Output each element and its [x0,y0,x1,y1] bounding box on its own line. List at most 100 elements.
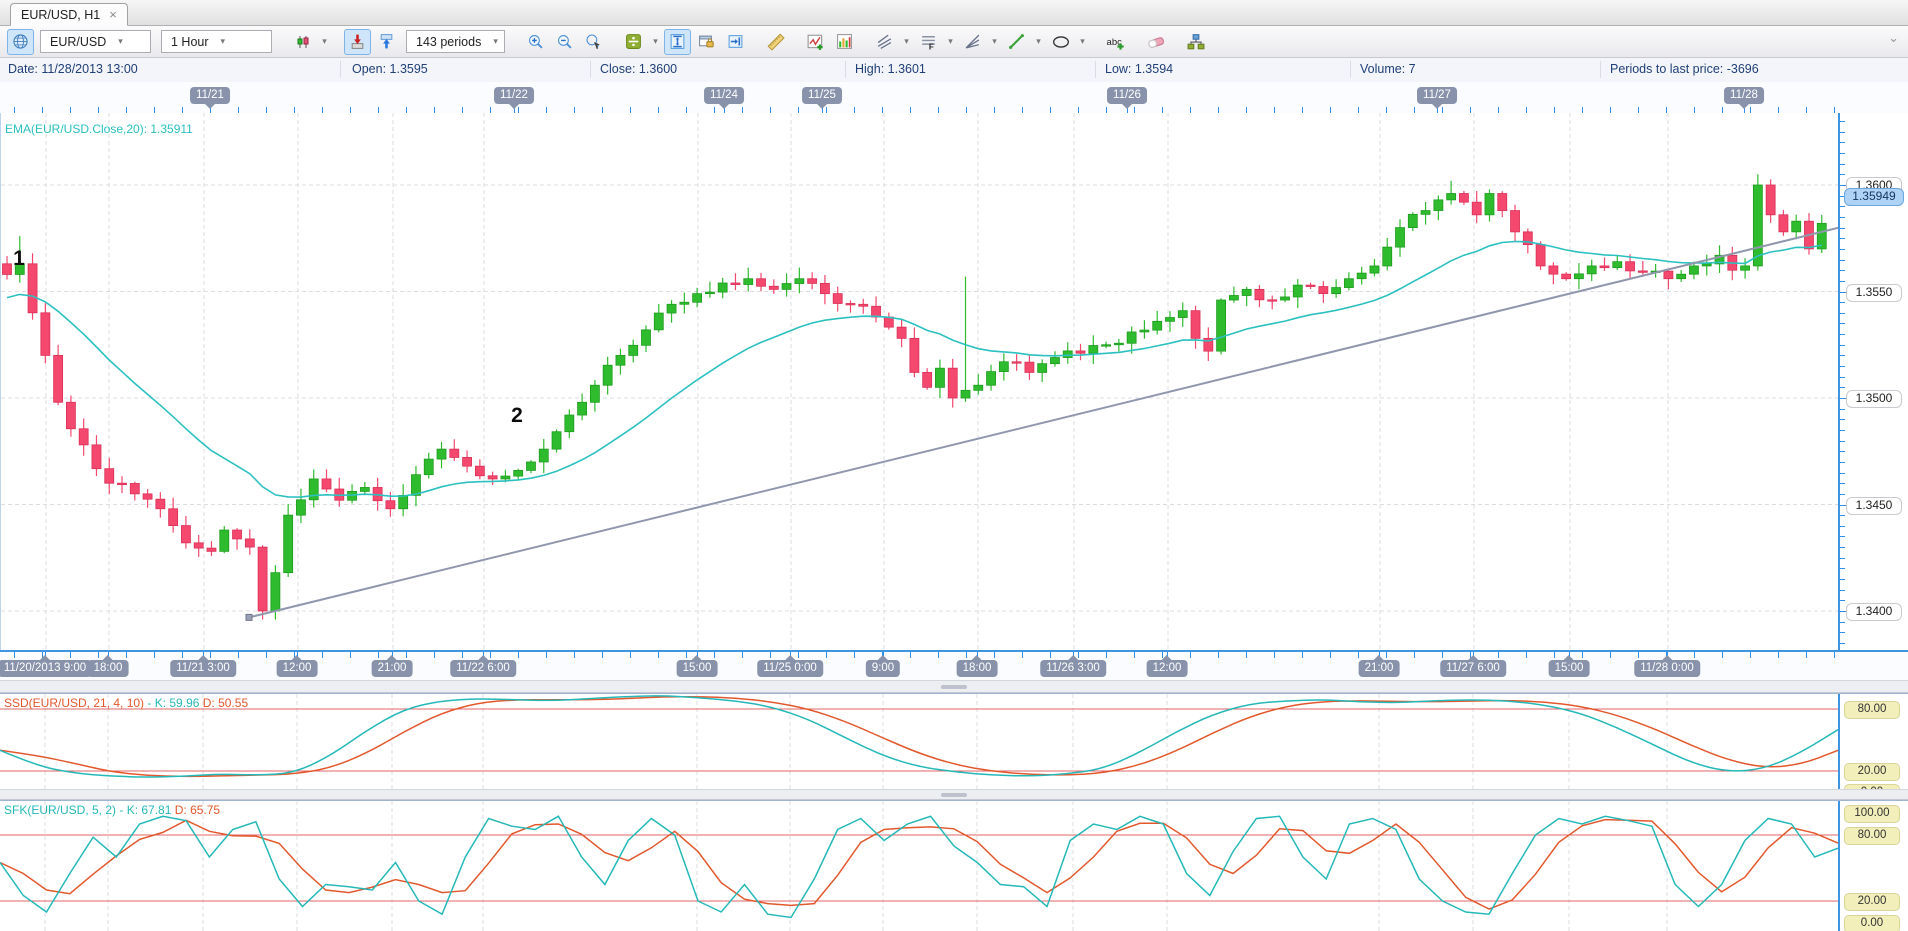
symbol-value: EUR/USD [50,35,106,49]
price-tick [1840,313,1845,314]
split-chart-button[interactable] [620,29,647,55]
pitchfork-icon [876,33,893,50]
price-tick [1840,568,1845,569]
toolbar-overflow-icon[interactable]: ⌄ [1888,30,1899,46]
fit-height-button[interactable] [664,29,691,55]
sfk-axis-label: 100.00 [1844,805,1900,823]
price-tick [1840,121,1845,122]
text-annotation-1[interactable]: 1 [13,247,25,271]
download-arrow-icon [349,33,366,50]
trend-line[interactable] [249,228,1839,618]
text-annotation-2[interactable]: 2 [511,404,523,428]
tab-eurusd-h1[interactable]: EUR/USD, H1 × [10,3,128,26]
fit-height-icon [669,33,686,50]
object-tree-button[interactable] [1182,29,1209,55]
separator [1350,61,1351,78]
sfk-k-line [0,816,1838,917]
import-data-button[interactable] [344,29,371,55]
price-tick [1840,249,1845,250]
price-tick [1840,547,1845,548]
chart-type-button[interactable] [289,29,316,55]
export-data-button[interactable] [373,29,400,55]
eraser-button[interactable] [1142,29,1169,55]
time-badge: 21:00 [1359,660,1400,677]
ruler-tick [1722,652,1723,658]
symbol-globe-button[interactable] [7,29,34,55]
trend-line-button[interactable] [1003,29,1030,55]
ruler-tick [406,652,407,658]
separator [590,61,591,78]
ssd-k-line [0,696,1838,777]
text-label-button[interactable]: abc [1102,29,1129,55]
ruler-tick [14,652,15,658]
chart-plus-icon [807,33,825,51]
add-indicator-button[interactable] [802,29,829,55]
fibonacci-dropdown[interactable]: ▾ [943,36,958,47]
main-chart-plot[interactable]: EMA(EUR/USD.Close,20): 1.35911 1 2 [0,113,1838,650]
zoom-out-button[interactable] [551,29,578,55]
ruler-tick [938,652,939,658]
trend-line-dropdown[interactable]: ▾ [1031,36,1046,47]
close-icon[interactable]: × [109,8,117,21]
ruler-tick [70,652,71,658]
symbol-select[interactable]: EUR/USD▾ [40,30,151,53]
zoom-in-button[interactable] [522,29,549,55]
tab-bar: EUR/USD, H1 × [0,0,1908,26]
chevron-down-icon: ▾ [221,36,226,47]
lock-window-button[interactable] [693,29,720,55]
ellipse-button[interactable] [1047,29,1074,55]
ruler-tick [434,652,435,658]
ruler-tick [1442,652,1443,658]
fan-lines-dropdown[interactable]: ▾ [987,36,1002,47]
ruler-tick [1246,652,1247,658]
info-field: High: 1.3601 [855,62,926,76]
ruler-tick [1386,652,1387,658]
ruler-tick [1302,652,1303,658]
ruler-tick [126,652,127,658]
info-field: Volume: 7 [1360,62,1416,76]
fibonacci-button[interactable]: F [915,29,942,55]
separator [1095,61,1096,78]
panel-splitter[interactable] [0,789,1908,800]
sfk-axis-line [1838,801,1840,931]
ellipse-dropdown[interactable]: ▾ [1075,36,1090,47]
ruler-tick [1638,652,1639,658]
timeframe-select[interactable]: 1 Hour▾ [161,30,272,53]
price-tick [1840,323,1845,324]
tab-label: EUR/USD, H1 [21,8,100,22]
price-tick [1840,217,1845,218]
trend-line-icon [1008,33,1025,50]
splitter-grip[interactable] [941,793,967,797]
go-to-end-button[interactable] [722,29,749,55]
ruler-tick [1694,652,1695,658]
zoom-select-button[interactable] [580,29,607,55]
pitchfork-button[interactable] [871,29,898,55]
splitter-grip[interactable] [941,685,967,689]
date-badge: 11/28 [1724,87,1764,104]
chart-type-dropdown[interactable]: ▾ [317,36,332,47]
fan-lines-button[interactable] [959,29,986,55]
price-axis[interactable]: 1.36001.35501.35001.34501.34001.35949 [1838,113,1908,650]
time-badge: 11/26 3:00 [1040,660,1106,677]
ssd-indicator-panel[interactable]: SSD(EUR/USD, 21, 4, 10) - K: 59.96 D: 50… [0,693,1908,790]
ruler-button[interactable] [762,29,789,55]
price-tick [1840,302,1845,303]
trend-line-handle[interactable] [246,614,252,620]
ruler-tick [826,652,827,658]
ema-indicator-label: EMA(EUR/USD.Close,20): 1.35911 [5,122,193,136]
price-tick [1840,430,1845,431]
pitchfork-dropdown[interactable]: ▾ [899,36,914,47]
ruler-tick [1218,652,1219,658]
divide-icon [625,33,642,50]
price-tick [1840,345,1845,346]
info-field: Close: 1.3600 [600,62,677,76]
price-tick [1840,600,1845,601]
split-chart-dropdown[interactable]: ▾ [648,36,663,47]
panel-splitter[interactable] [0,680,1908,693]
histogram-button[interactable] [831,29,858,55]
price-tick [1840,409,1845,410]
periods-select[interactable]: 143 periods▾ [406,30,505,53]
sfk-indicator-panel[interactable]: SFK(EUR/USD, 5, 2) - K: 67.81 D: 65.75 1… [0,800,1908,931]
current-price-label: 1.35949 [1844,188,1904,206]
ruler-tick [742,652,743,658]
